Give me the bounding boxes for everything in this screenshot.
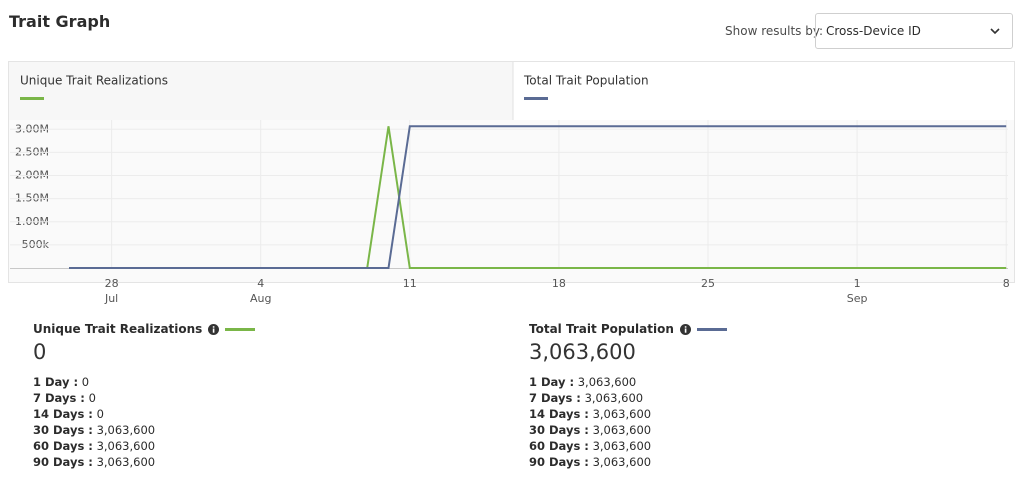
summary-row: 7 Days : 0 [33, 390, 255, 406]
tab-swatch [20, 97, 44, 100]
summary-total: 0 [33, 340, 47, 364]
summary-swatch [225, 327, 256, 331]
row-value: 3,063,600 [577, 375, 637, 389]
row-value: 3,063,600 [592, 455, 652, 469]
summary-row: 14 Days : 0 [33, 406, 255, 422]
summary-title-row: Unique Trait Realizations [33, 322, 256, 336]
summary-row: 7 Days : 3,063,600 [529, 390, 727, 406]
row-label: 90 Days : [33, 455, 93, 469]
x-month-label: Aug [250, 292, 271, 305]
filter-label: Show results by: [725, 24, 824, 38]
row-value: 3,063,600 [96, 455, 156, 469]
x-tick-label: 4 [257, 277, 264, 290]
x-tick-label: 11 [403, 277, 417, 290]
summary-total: 3,063,600 [529, 340, 636, 364]
summary-row: 1 Day : 3,063,600 [529, 374, 727, 390]
tab-label: Total Trait Population [523, 74, 649, 88]
summary-row: 60 Days : 3,063,600 [33, 438, 255, 454]
summary-row: 60 Days : 3,063,600 [529, 438, 727, 454]
summary-swatch [696, 327, 727, 331]
tab-bg[interactable] [513, 62, 1014, 120]
summary-title: Unique Trait Realizations [33, 322, 203, 336]
summary-row: 90 Days : 3,063,600 [33, 454, 255, 470]
row-value: 0 [88, 391, 96, 405]
summary-row: 30 Days : 3,063,600 [33, 422, 255, 438]
info-icon[interactable] [208, 323, 220, 335]
row-label: 60 Days : [529, 439, 589, 453]
x-month-label: Sep [847, 292, 868, 305]
row-value: 3,063,600 [592, 439, 652, 453]
row-label: 30 Days : [529, 423, 589, 437]
tab-swatch [524, 97, 548, 100]
summary-title-row: Total Trait Population [529, 322, 727, 336]
row-label: 14 Days : [33, 407, 93, 421]
summary-row: 14 Days : 3,063,600 [529, 406, 727, 422]
page-title: Trait Graph [9, 12, 111, 31]
x-month-label: Jul [104, 292, 118, 305]
row-label: 30 Days : [33, 423, 93, 437]
row-label: 1 Day : [529, 375, 575, 389]
x-tick-label: 28 [105, 277, 119, 290]
row-value: 0 [81, 375, 90, 389]
row-value: 0 [96, 407, 104, 421]
row-value: 3,063,600 [584, 391, 644, 405]
filter-value: Cross-Device ID [826, 24, 921, 38]
row-value: 3,063,600 [96, 423, 156, 437]
x-tick-label: 8 [1003, 277, 1010, 290]
summary-row: 90 Days : 3,063,600 [529, 454, 727, 470]
tab-label: Unique Trait Realizations [20, 74, 168, 88]
x-tick-label: 1 [854, 277, 861, 290]
filter-select[interactable]: Cross-Device ID [815, 13, 1013, 49]
row-label: 60 Days : [33, 439, 93, 453]
row-value: 3,063,600 [592, 423, 652, 437]
summary-row: 1 Day : 0 [33, 374, 255, 390]
summary-title: Total Trait Population [529, 322, 674, 336]
info-icon[interactable] [679, 323, 691, 335]
summary-column: Total Trait Population 3,063,600 1 Day : 3… [529, 322, 727, 470]
x-tick-label: 25 [701, 277, 715, 290]
tab-bg[interactable] [9, 62, 513, 120]
chart: Unique Trait Realizations Total Trait Pop… [8, 61, 1015, 305]
summary-row: 30 Days : 3,063,600 [529, 422, 727, 438]
row-label: 90 Days : [529, 455, 589, 469]
series-line [69, 125, 1007, 269]
x-tick-label: 18 [552, 277, 566, 290]
row-label: 14 Days : [529, 407, 589, 421]
row-value: 3,063,600 [96, 439, 156, 453]
chevron [990, 28, 1000, 35]
row-label: 1 Day : [33, 375, 79, 389]
row-label: 7 Days : [529, 391, 581, 405]
row-label: 7 Days : [33, 391, 85, 405]
row-value: 3,063,600 [592, 407, 652, 421]
